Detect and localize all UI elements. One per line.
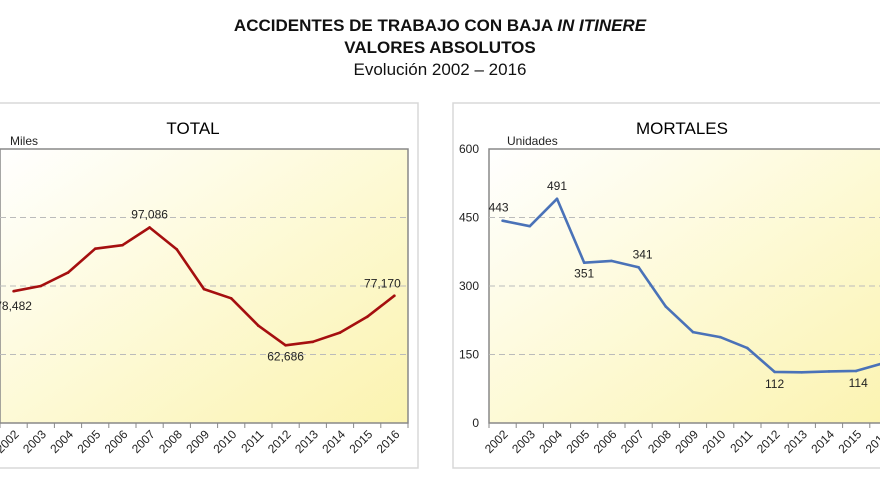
- data-point: [637, 265, 640, 269]
- main-title: ACCIDENTES DE TRABAJO CON BAJA IN ITINER…: [0, 16, 880, 36]
- data-point: [338, 331, 342, 334]
- data-point: [555, 197, 559, 201]
- data-point: [393, 294, 396, 297]
- data-point: [311, 340, 315, 344]
- data-point: [93, 247, 97, 250]
- data-point: [691, 330, 695, 334]
- y-tick-label: 450: [459, 211, 479, 225]
- period-label: Evolución 2002 – 2016: [353, 60, 527, 79]
- title-italic-text: IN ITINERE: [557, 16, 647, 35]
- data-label: 351: [574, 267, 594, 281]
- chart-title: TOTAL: [166, 119, 219, 138]
- subtitle: VALORES ABSOLUTOS: [344, 38, 536, 57]
- data-label: 341: [633, 247, 653, 261]
- y-axis-unit-label: Miles: [10, 134, 38, 148]
- data-label: 78,482: [0, 299, 32, 313]
- data-label: 97,086: [131, 207, 168, 221]
- y-tick-label: 0: [472, 416, 479, 430]
- data-point: [284, 344, 287, 347]
- data-point: [12, 289, 15, 293]
- mortales-chart: MORTALESUnidades015030045060020022003200…: [452, 102, 880, 469]
- data-label: 491: [547, 179, 567, 193]
- data-label: 77,170: [364, 277, 401, 291]
- data-point: [610, 259, 613, 263]
- data-point: [664, 305, 668, 308]
- data-point: [66, 271, 70, 274]
- data-point: [229, 297, 233, 300]
- y-tick-label: 300: [459, 279, 479, 293]
- data-point: [854, 369, 858, 373]
- data-label: 62,686: [267, 349, 304, 363]
- data-point: [773, 370, 776, 374]
- data-point: [582, 261, 586, 265]
- data-point: [827, 370, 831, 373]
- total-chart: TOTALMiles200220032004200520062007200820…: [0, 102, 419, 469]
- data-point: [365, 315, 369, 319]
- data-point: [202, 287, 206, 291]
- data-label: 114: [849, 376, 868, 390]
- data-label: 112: [765, 377, 784, 391]
- data-point: [257, 324, 260, 328]
- data-point: [501, 219, 504, 222]
- data-point: [718, 335, 722, 339]
- y-axis-unit-label: Unidades: [507, 134, 558, 148]
- y-tick-label: 150: [459, 348, 479, 362]
- data-point: [148, 226, 151, 229]
- data-label: 443: [489, 201, 509, 215]
- data-point: [800, 371, 804, 374]
- chart-title: MORTALES: [636, 119, 728, 138]
- title-text: ACCIDENTES DE TRABAJO CON BAJA: [233, 16, 558, 35]
- data-point: [528, 224, 532, 228]
- data-point: [175, 248, 179, 251]
- y-tick-label: 600: [459, 142, 479, 156]
- data-point: [39, 284, 43, 288]
- data-point: [121, 243, 124, 247]
- data-point: [746, 346, 749, 350]
